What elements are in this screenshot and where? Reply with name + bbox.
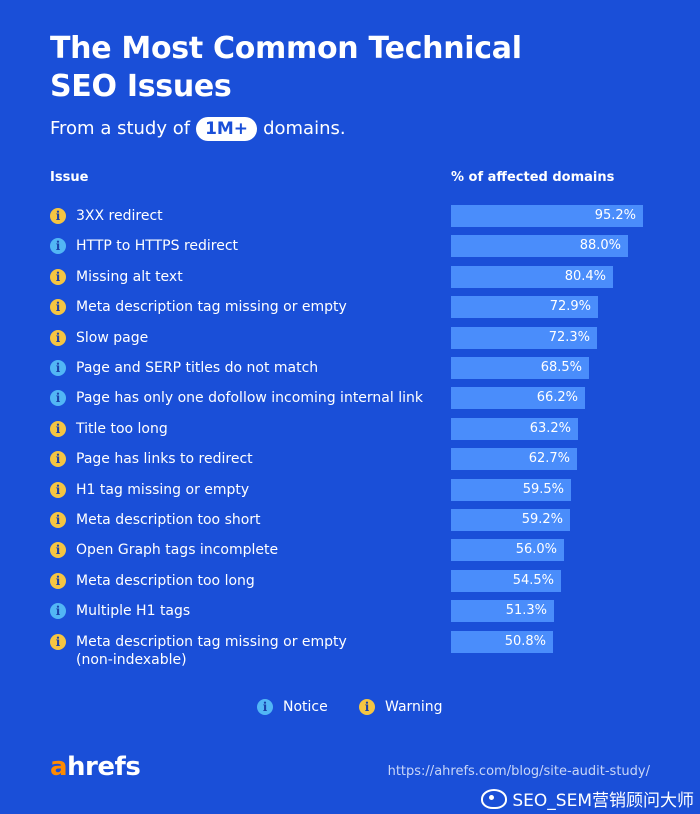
percent-column-header: % of affected domains <box>451 170 615 185</box>
value-label: 59.2% <box>521 512 563 527</box>
value-label: 66.2% <box>536 390 578 406</box>
issue-label: Page has only one dofollow incoming inte… <box>76 389 436 407</box>
issue-label: Multiple H1 tags <box>76 602 436 620</box>
subtitle-prefix: From a study of <box>50 118 191 139</box>
issue-label: Meta description too short <box>76 511 436 529</box>
bar: 72.9% <box>451 296 598 319</box>
value-label: 62.7% <box>528 451 570 467</box>
issue-label: Title too long <box>76 420 436 438</box>
value-label: 56.0% <box>515 542 557 558</box>
issue-label-line: Multiple H1 tags <box>76 603 191 620</box>
issue-label: Slow page <box>76 329 436 347</box>
warning-info-icon: i <box>50 481 66 498</box>
warning-legend-icon: i <box>359 699 375 715</box>
subtitle-suffix: domains. <box>263 118 346 139</box>
warning-info-icon: i <box>50 299 66 316</box>
bar: 80.4% <box>451 265 613 288</box>
value-label: 95.2% <box>594 208 636 223</box>
notice-info-icon: i <box>50 238 66 255</box>
value-label: 88.0% <box>579 238 621 254</box>
subtitle: From a study of 1M+ domains. <box>50 116 346 142</box>
logo-accent: a <box>50 752 68 782</box>
notice-legend-icon: i <box>257 699 273 715</box>
issue-label: Open Graph tags incomplete <box>76 541 436 559</box>
bar: 56.0% <box>451 539 564 562</box>
value-label: 51.3% <box>505 603 547 619</box>
logo-text: hrefs <box>67 752 141 782</box>
issue-label-line: Slow page <box>76 329 149 346</box>
watermark: SEO_SEM营销顾问大师 <box>481 786 694 811</box>
issue-label-line: Page and SERP titles do not match <box>76 360 319 376</box>
warning-info-icon: i <box>50 208 66 224</box>
issue-label: H1 tag missing or empty <box>76 481 436 499</box>
bar: 54.5% <box>451 569 561 592</box>
issue-label-line: Meta description too short <box>76 512 261 528</box>
issue-label-line: (non-indexable) <box>76 651 187 668</box>
watermark-text: SEO_SEM营销顾问大师 <box>512 791 694 811</box>
issue-label: Missing alt text <box>76 268 436 286</box>
issue-label: Meta description tag missing or empty <box>76 298 436 316</box>
issue-label-line: Page has links to redirect <box>76 451 253 468</box>
issue-label-line: Title too long <box>76 420 168 437</box>
bar: 62.7% <box>451 448 577 471</box>
ahrefs-logo: ahrefs <box>50 752 141 782</box>
issue-label-line: Missing alt text <box>76 268 183 285</box>
warning-legend-label: Warning <box>385 699 443 715</box>
bar: 59.5% <box>451 478 571 501</box>
subtitle-highlight-badge: 1M+ <box>196 117 258 141</box>
issue-label-line: Meta description too long <box>76 572 255 589</box>
notice-info-icon: i <box>50 360 66 376</box>
value-label: 50.8% <box>504 633 546 649</box>
warning-info-icon: i <box>50 512 66 528</box>
bar: 95.2% <box>451 205 643 227</box>
bar: 63.2% <box>451 417 578 440</box>
issue-label-line: H1 tag missing or empty <box>76 481 250 498</box>
legend: i Notice i Warning <box>0 697 700 717</box>
warning-info-icon: i <box>50 542 66 559</box>
bar: 66.2% <box>451 387 585 410</box>
value-label: 68.5% <box>540 360 582 375</box>
value-label: 59.5% <box>522 481 564 497</box>
warning-info-icon: i <box>50 329 66 346</box>
notice-info-icon: i <box>50 603 66 620</box>
issue-column-header: Issue <box>50 170 89 185</box>
value-label: 80.4% <box>564 268 606 284</box>
bar: 50.8% <box>451 630 553 653</box>
notice-legend-label: Notice <box>283 699 328 715</box>
bar: 88.0% <box>451 235 628 258</box>
value-label: 72.9% <box>549 299 591 315</box>
bar: 68.5% <box>451 357 589 379</box>
bar: 59.2% <box>451 509 570 531</box>
issue-label: Page and SERP titles do not match <box>76 359 436 377</box>
issue-label-line: 3XX redirect <box>76 208 163 224</box>
warning-info-icon: i <box>50 420 66 437</box>
issue-label: HTTP to HTTPS redirect <box>76 237 436 255</box>
issue-label: Page has links to redirect <box>76 450 436 468</box>
issue-label-line: Page has only one dofollow incoming inte… <box>76 390 423 407</box>
issue-label: 3XX redirect <box>76 207 436 225</box>
warning-info-icon: i <box>50 268 66 285</box>
issue-label-line: HTTP to HTTPS redirect <box>76 238 239 255</box>
bar: 51.3% <box>451 600 554 623</box>
warning-info-icon: i <box>50 451 66 468</box>
source-url[interactable]: https://ahrefs.com/blog/site-audit-study… <box>387 764 650 779</box>
bar-chart: i 3XX redirect 95.2% i HTTP to HTTPS redirec… <box>50 205 643 669</box>
weibo-icon <box>481 788 508 809</box>
value-label: 63.2% <box>529 420 571 436</box>
issue-label: Meta description tag missing or empty (no… <box>76 633 436 669</box>
notice-info-icon: i <box>50 390 66 407</box>
warning-info-icon: i <box>50 633 66 650</box>
issue-label-line: Open Graph tags incomplete <box>76 542 279 559</box>
value-label: 72.3% <box>548 329 590 345</box>
value-label: 54.5% <box>512 572 554 588</box>
issue-label: Meta description too long <box>76 572 436 590</box>
bar: 72.3% <box>451 326 597 349</box>
issue-label-line: Meta description tag missing or empty <box>76 299 347 316</box>
page-title: The Most Common Technical SEO Issues <box>50 31 522 104</box>
warning-info-icon: i <box>50 572 66 589</box>
issue-label-line: Meta description tag missing or empty <box>76 633 347 650</box>
